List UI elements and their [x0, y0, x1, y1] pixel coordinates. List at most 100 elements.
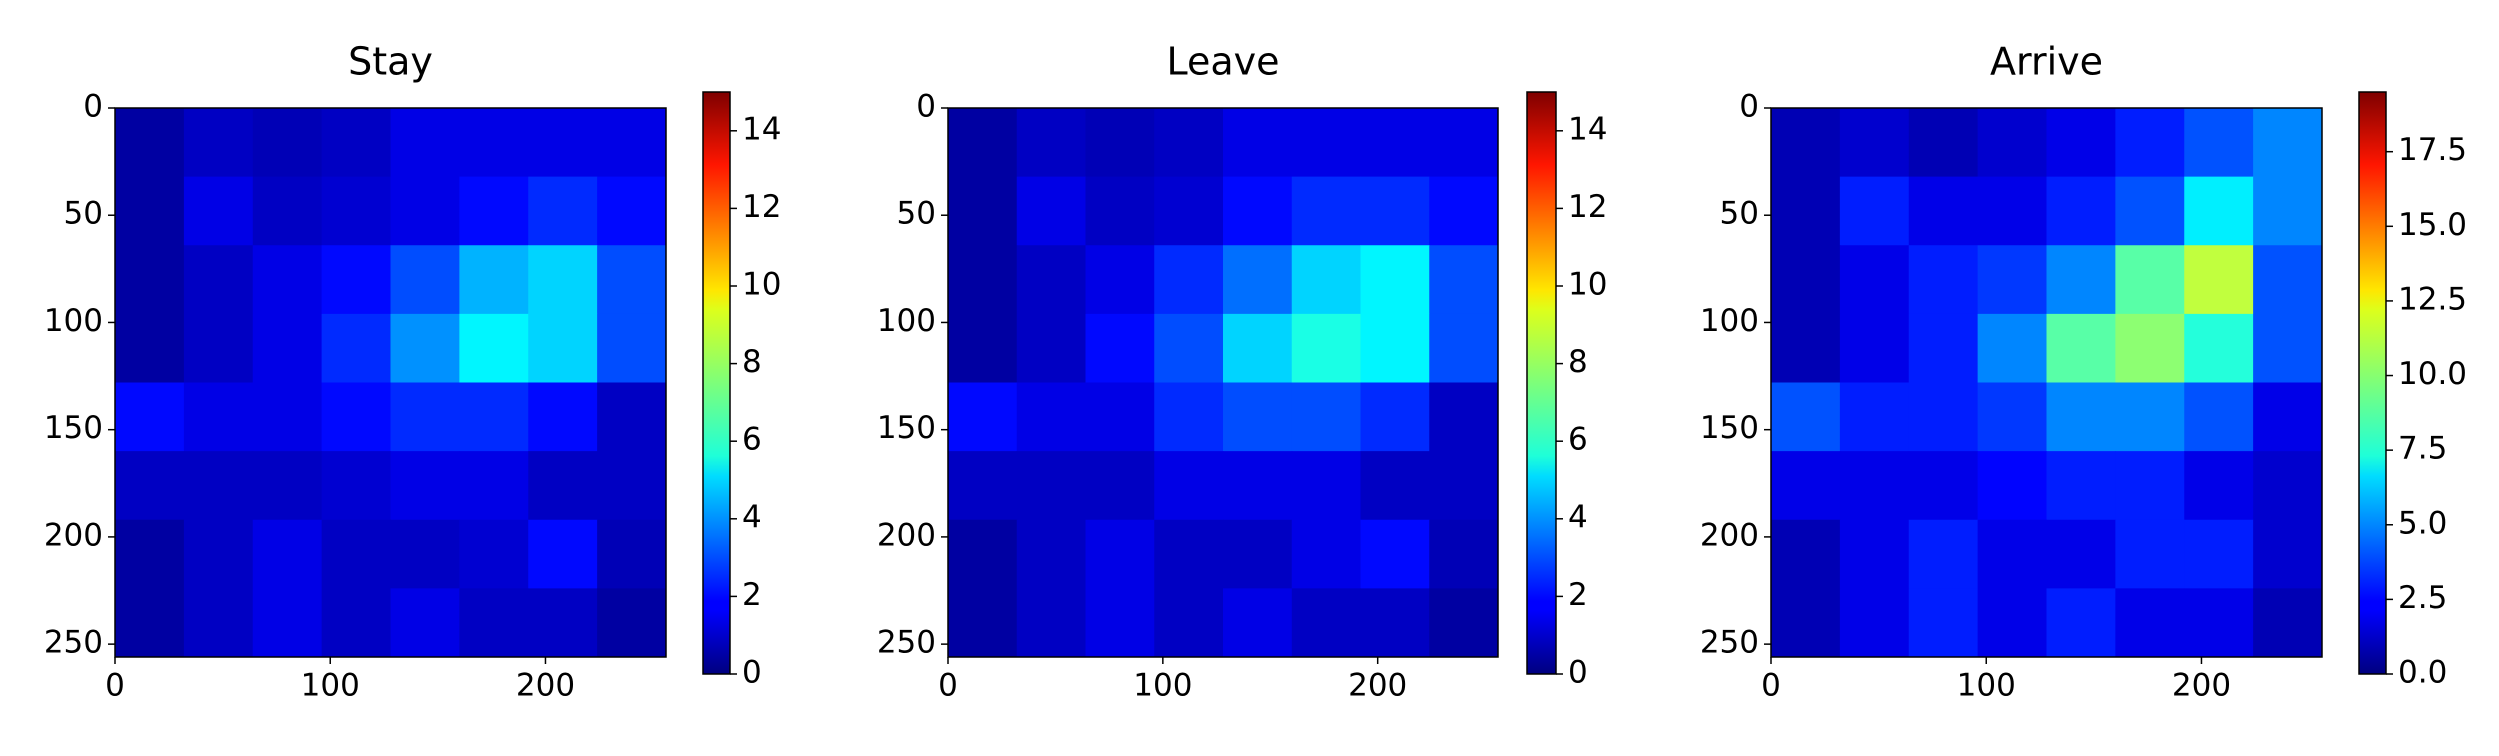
heatmap-cell: [1291, 382, 1361, 452]
colorbar-tick-label: 5.0: [2398, 505, 2447, 541]
heatmap-cell: [2115, 108, 2185, 178]
heatmap-cell: [948, 245, 1018, 315]
heatmap-cell: [1016, 245, 1086, 315]
x-tick-label: 100: [1957, 668, 2016, 704]
heatmap-cell: [1154, 108, 1224, 178]
heatmap-cell: [2253, 451, 2323, 521]
heatmap-cell: [2184, 382, 2254, 452]
heatmap-cell: [390, 588, 460, 658]
heatmap-cell: [1429, 382, 1499, 452]
heatmap-cell: [2253, 245, 2323, 315]
heatmap-cell: [1977, 588, 2047, 658]
heatmap-cell: [597, 451, 667, 521]
heatmap-cell: [1839, 519, 1910, 589]
heatmap-cell: [1154, 382, 1224, 452]
heatmap-cell: [948, 519, 1018, 589]
heatmap-cell: [1085, 519, 1155, 589]
heatmap-cell: [252, 519, 323, 589]
heatmap-cell: [528, 176, 598, 246]
heatmap-cell: [1771, 451, 1841, 521]
heatmap-cell: [459, 451, 529, 521]
heatmap-cell: [1839, 313, 1910, 383]
heatmap-cell: [1977, 451, 2047, 521]
x-tick-label: 100: [1133, 668, 1192, 704]
heatmap-cell: [2046, 313, 2116, 383]
heatmap-cell: [1223, 176, 1293, 246]
colorbar-tick-label: 14: [1568, 111, 1607, 147]
heatmap-cell: [948, 313, 1018, 383]
heatmap-cell: [321, 245, 391, 315]
heatmap-cell: [1429, 451, 1499, 521]
heatmap-cell: [459, 382, 529, 452]
heatmap-cell: [1085, 382, 1155, 452]
heatmap-cell: [597, 176, 667, 246]
y-tick-label: 100: [1700, 303, 1759, 339]
heatmap-cell: [2046, 382, 2116, 452]
heatmap-cell: [1085, 245, 1155, 315]
heatmap-cell: [252, 382, 323, 452]
heatmap-cell: [597, 108, 667, 178]
heatmap-cell: [1154, 313, 1224, 383]
heatmap-cell: [1360, 313, 1430, 383]
heatmap-cell: [2115, 451, 2185, 521]
y-tick-label: 50: [1720, 196, 1759, 232]
heatmap-cell: [115, 108, 185, 178]
y-tick-label: 0: [1739, 89, 1759, 125]
heatmap-cell: [390, 313, 460, 383]
heatmap-cell: [321, 382, 391, 452]
heatmap-cell: [948, 382, 1018, 452]
heatmap-cell: [2115, 176, 2185, 246]
heatmap-cell: [528, 382, 598, 452]
heatmap-cell: [321, 176, 391, 246]
heatmap-cell: [459, 176, 529, 246]
colorbar-tick-label: 6: [742, 422, 762, 458]
heatmap-cell: [1360, 588, 1430, 658]
heatmap-cell: [1016, 451, 1086, 521]
y-tick-label: 0: [916, 89, 936, 125]
heatmap-cell: [390, 451, 460, 521]
heatmap-cell: [1154, 451, 1224, 521]
colorbar-tick-label: 12.5: [2398, 281, 2467, 317]
heatmap-cell: [2046, 176, 2116, 246]
heatmap-cell: [2184, 176, 2254, 246]
heatmap-cell: [1085, 588, 1155, 658]
heatmap-cell: [1908, 313, 1979, 383]
heatmap-cell: [1908, 176, 1979, 246]
heatmap-cell: [528, 245, 598, 315]
heatmap-cell: [2253, 108, 2323, 178]
y-tick-label: 250: [1700, 625, 1759, 661]
heatmap-cell: [459, 245, 529, 315]
heatmap-cell: [1016, 176, 1086, 246]
colorbar-tick-label: 14: [742, 111, 781, 147]
heatmap-cell: [597, 313, 667, 383]
colorbar-tick-label: 17.5: [2398, 132, 2467, 168]
colorbar-tick-label: 6: [1568, 422, 1588, 458]
heatmap-cell: [115, 245, 185, 315]
y-tick-label: 200: [877, 517, 936, 553]
y-tick-label: 50: [64, 196, 103, 232]
heatmap-cell: [1908, 108, 1979, 178]
heatmap-cell: [1977, 519, 2047, 589]
heatmap-cell: [1016, 382, 1086, 452]
heatmap-cell: [1360, 382, 1430, 452]
colorbar-tick-label: 2: [742, 577, 762, 613]
x-tick-label: 200: [2172, 668, 2231, 704]
heatmap-cell: [1223, 245, 1293, 315]
heatmap-cell: [390, 176, 460, 246]
heatmap-cell: [459, 313, 529, 383]
heatmap-cell: [1771, 519, 1841, 589]
colorbar-tick-label: 10: [1568, 267, 1607, 303]
heatmap-cell: [1223, 313, 1293, 383]
heatmap-cell: [1839, 245, 1910, 315]
heatmap-cell: [1291, 176, 1361, 246]
chart-title: Arrive: [1990, 40, 2103, 84]
heatmap-cell: [252, 451, 323, 521]
heatmap-cell: [2184, 313, 2254, 383]
heatmap-cell: [2253, 382, 2323, 452]
heatmap-cell: [597, 245, 667, 315]
x-tick-label: 100: [301, 668, 360, 704]
heatmap-cell: [390, 382, 460, 452]
colorbar-tick-label: 0: [742, 655, 762, 691]
heatmap-cell: [528, 451, 598, 521]
